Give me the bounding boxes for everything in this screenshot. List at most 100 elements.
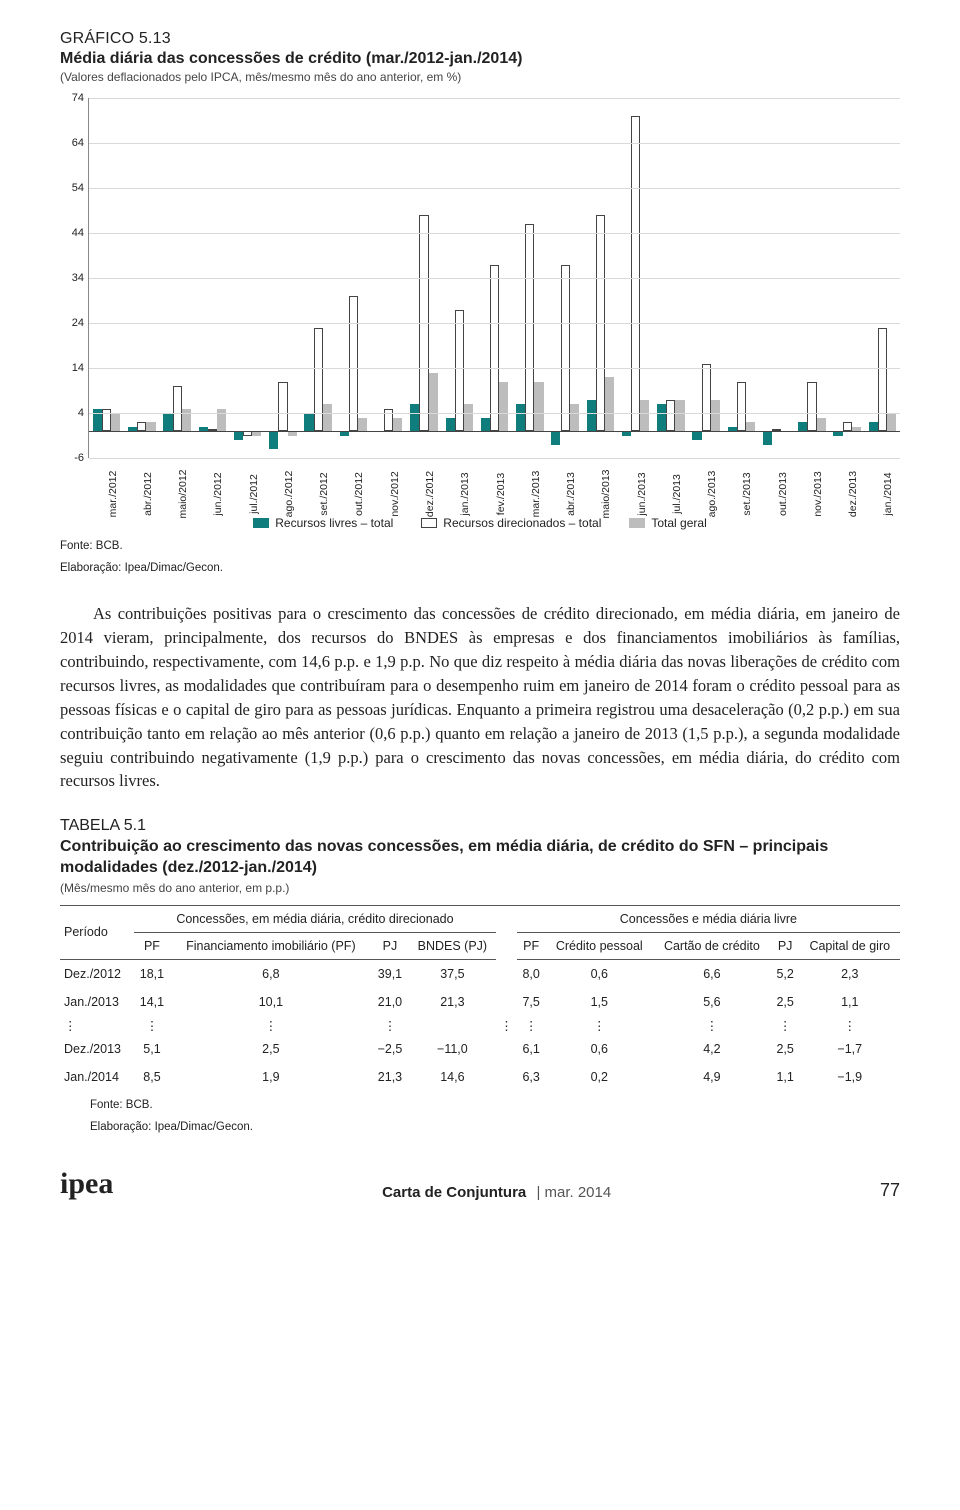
cell-value: 4,9 <box>653 1063 771 1091</box>
table-column: PF <box>517 932 546 959</box>
x-tick-label: ago./2013 <box>706 471 718 518</box>
cell-value: −11,0 <box>408 1035 496 1063</box>
x-tick-label: ago./2012 <box>283 471 295 518</box>
legend-item: Recursos livres – total <box>253 516 393 530</box>
table-column: Crédito pessoal <box>546 932 654 959</box>
table-section: TABELA 5.1 Contribuição ao crescimento d… <box>60 817 900 1133</box>
cell-value: 8,5 <box>134 1063 171 1091</box>
cell-value: 6,6 <box>653 959 771 988</box>
footer-title: Carta de Conjuntura <box>382 1184 526 1201</box>
cell-value: 5,6 <box>653 988 771 1016</box>
body-paragraph: As contribuições positivas para o cresci… <box>60 602 900 793</box>
x-tick-label: jan./2013 <box>459 472 471 515</box>
cell-value: 2,5 <box>170 1035 371 1063</box>
bar <box>102 409 111 432</box>
bar <box>234 431 243 440</box>
bar <box>384 409 393 432</box>
table-column: BNDES (PJ) <box>408 932 496 959</box>
cell-value: 0,2 <box>546 1063 654 1091</box>
bar <box>763 431 772 445</box>
y-axis: -6414243444546474 <box>60 98 88 458</box>
footer-page: 77 <box>880 1180 900 1201</box>
bar <box>666 400 675 432</box>
bar <box>525 224 534 431</box>
x-tick-label: abr./2013 <box>565 472 577 516</box>
x-tick-label: dez./2012 <box>424 471 436 517</box>
bar <box>711 400 720 432</box>
chart-subtitle: (Valores deflacionados pelo IPCA, mês/me… <box>60 70 900 84</box>
y-tick-label: -6 <box>74 452 84 464</box>
bar <box>481 418 490 432</box>
y-tick-label: 14 <box>72 362 84 374</box>
bar <box>746 422 755 431</box>
x-tick-label: jul./2012 <box>248 474 260 514</box>
chart-plot-area: -6414243444546474 mar./2012abr./2012maio… <box>88 98 900 458</box>
bar <box>534 382 543 432</box>
bar <box>551 431 560 445</box>
x-tick-label: dez./2013 <box>847 471 859 517</box>
cell-value: 2,3 <box>800 959 900 988</box>
x-tick-label: jun./2012 <box>212 472 224 515</box>
x-tick-label: set./2012 <box>318 472 330 515</box>
cell-period: Dez./2013 <box>60 1035 134 1063</box>
bar <box>393 418 402 432</box>
cell-value: 39,1 <box>371 959 408 988</box>
cell-value: 18,1 <box>134 959 171 988</box>
cell-value: 7,5 <box>517 988 546 1016</box>
cell-value: 5,1 <box>134 1035 171 1063</box>
x-tick-label: jun./2013 <box>636 472 648 515</box>
legend-swatch <box>421 518 437 528</box>
cell-value: 14,1 <box>134 988 171 1016</box>
bar <box>878 328 887 432</box>
y-tick-label: 54 <box>72 182 84 194</box>
bar <box>605 377 614 431</box>
table-column: Financiamento imobiliário (PF) <box>170 932 371 959</box>
legend-label: Total geral <box>651 516 706 530</box>
cell-value: 21,3 <box>371 1063 408 1091</box>
table-title: Contribuição ao crescimento das novas co… <box>60 837 900 879</box>
cell-value: −2,5 <box>371 1035 408 1063</box>
bar <box>304 413 313 431</box>
y-tick-label: 24 <box>72 317 84 329</box>
chart-source: Fonte: BCB. <box>60 540 900 552</box>
table-column: Capital de giro <box>800 932 900 959</box>
bar <box>692 431 701 440</box>
y-tick-label: 64 <box>72 137 84 149</box>
cell-value: 6,3 <box>517 1063 546 1091</box>
bar <box>807 382 816 432</box>
bar <box>657 404 666 431</box>
chart-title: Média diária das concessões de crédito (… <box>60 50 900 68</box>
bar <box>702 364 711 432</box>
cell-value: −1,9 <box>800 1063 900 1091</box>
cell-value: 1,1 <box>771 1063 800 1091</box>
cell-value: −1,7 <box>800 1035 900 1063</box>
cell-value: 1,1 <box>800 988 900 1016</box>
bar <box>464 404 473 431</box>
x-tick-label: abr./2012 <box>142 472 154 516</box>
bar <box>869 422 878 431</box>
x-tick-label: out./2013 <box>777 472 789 516</box>
table-kicker: TABELA 5.1 <box>60 817 900 835</box>
cell-value: 37,5 <box>408 959 496 988</box>
table-subtitle: (Mês/mesmo mês do ano anterior, em p.p.) <box>60 881 900 895</box>
table-column: PF <box>134 932 171 959</box>
cell-value: 1,5 <box>546 988 654 1016</box>
contrib-table: Período Concessões, em média diária, cré… <box>60 905 900 1091</box>
x-tick-label: nov./2012 <box>389 471 401 516</box>
cell-value: 0,6 <box>546 1035 654 1063</box>
x-tick-label: fev./2013 <box>495 473 507 515</box>
bar <box>358 418 367 432</box>
y-tick-label: 34 <box>72 272 84 284</box>
cell-value: 1,9 <box>170 1063 371 1091</box>
chart-kicker: GRÁFICO 5.13 <box>60 30 900 48</box>
table-row: Dez./20135,12,5−2,5−11,06,10,64,22,5−1,7 <box>60 1035 900 1063</box>
table-row: Jan./20148,51,921,314,66,30,24,91,1−1,9 <box>60 1063 900 1091</box>
table-column: Cartão de crédito <box>653 932 771 959</box>
bar <box>490 265 499 432</box>
bar <box>887 413 896 431</box>
bar <box>93 409 102 432</box>
bar <box>163 413 172 431</box>
plot-region: mar./2012abr./2012maio/2012jun./2012jul.… <box>88 98 900 458</box>
col-group-livre: Concessões e média diária livre <box>517 905 900 932</box>
x-tick-label: mar./2012 <box>107 471 119 518</box>
